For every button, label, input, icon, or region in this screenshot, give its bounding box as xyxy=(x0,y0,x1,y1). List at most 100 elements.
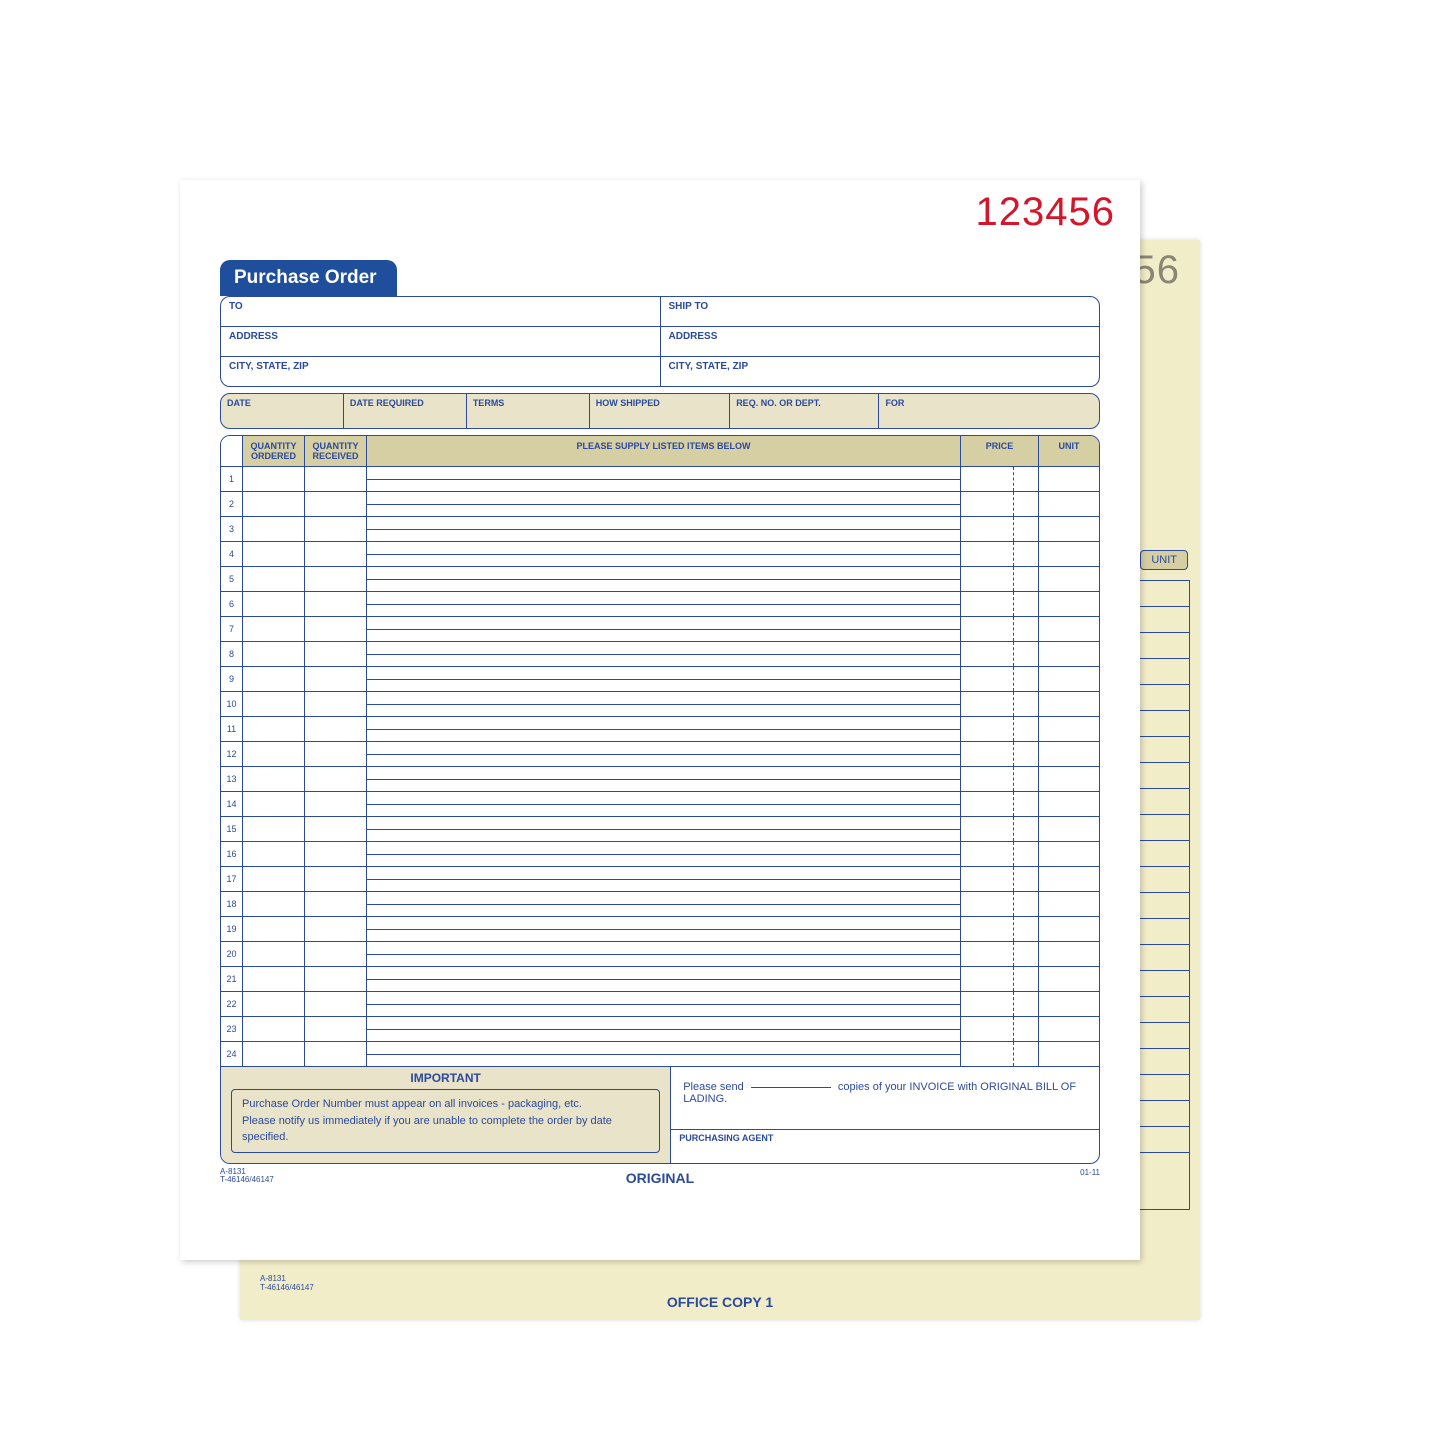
qty-ordered-cell[interactable] xyxy=(243,792,305,816)
price-cell[interactable] xyxy=(961,842,1039,866)
line-item-row[interactable]: 15 xyxy=(221,816,1099,841)
unit-cell[interactable] xyxy=(1039,542,1099,566)
qty-ordered-cell[interactable] xyxy=(243,1042,305,1066)
qty-ordered-cell[interactable] xyxy=(243,767,305,791)
unit-cell[interactable] xyxy=(1039,1017,1099,1041)
qty-received-cell[interactable] xyxy=(305,617,367,641)
line-item-row[interactable]: 19 xyxy=(221,916,1099,941)
line-item-row[interactable]: 18 xyxy=(221,891,1099,916)
qty-ordered-cell[interactable] xyxy=(243,592,305,616)
qty-received-cell[interactable] xyxy=(305,792,367,816)
unit-cell[interactable] xyxy=(1039,967,1099,991)
unit-cell[interactable] xyxy=(1039,667,1099,691)
unit-cell[interactable] xyxy=(1039,942,1099,966)
qty-ordered-cell[interactable] xyxy=(243,867,305,891)
description-cell[interactable] xyxy=(367,592,961,616)
unit-cell[interactable] xyxy=(1039,817,1099,841)
description-cell[interactable] xyxy=(367,492,961,516)
qty-received-cell[interactable] xyxy=(305,742,367,766)
price-cell[interactable] xyxy=(961,567,1039,591)
qty-received-cell[interactable] xyxy=(305,1017,367,1041)
price-cell[interactable] xyxy=(961,792,1039,816)
line-item-row[interactable]: 23 xyxy=(221,1016,1099,1041)
description-cell[interactable] xyxy=(367,992,961,1016)
line-item-row[interactable]: 13 xyxy=(221,766,1099,791)
line-item-row[interactable]: 1 xyxy=(221,466,1099,491)
qty-ordered-cell[interactable] xyxy=(243,917,305,941)
line-item-row[interactable]: 14 xyxy=(221,791,1099,816)
description-cell[interactable] xyxy=(367,892,961,916)
description-cell[interactable] xyxy=(367,792,961,816)
line-item-row[interactable]: 4 xyxy=(221,541,1099,566)
qty-received-cell[interactable] xyxy=(305,592,367,616)
line-item-row[interactable]: 16 xyxy=(221,841,1099,866)
unit-cell[interactable] xyxy=(1039,792,1099,816)
price-cell[interactable] xyxy=(961,967,1039,991)
line-item-row[interactable]: 22 xyxy=(221,991,1099,1016)
line-item-row[interactable]: 7 xyxy=(221,616,1099,641)
qty-ordered-cell[interactable] xyxy=(243,817,305,841)
line-item-row[interactable]: 20 xyxy=(221,941,1099,966)
qty-received-cell[interactable] xyxy=(305,667,367,691)
qty-received-cell[interactable] xyxy=(305,717,367,741)
qty-ordered-cell[interactable] xyxy=(243,667,305,691)
qty-ordered-cell[interactable] xyxy=(243,467,305,491)
description-cell[interactable] xyxy=(367,542,961,566)
qty-received-cell[interactable] xyxy=(305,842,367,866)
qty-ordered-cell[interactable] xyxy=(243,642,305,666)
qty-ordered-cell[interactable] xyxy=(243,742,305,766)
line-item-row[interactable]: 10 xyxy=(221,691,1099,716)
unit-cell[interactable] xyxy=(1039,767,1099,791)
line-item-row[interactable]: 8 xyxy=(221,641,1099,666)
line-item-row[interactable]: 24 xyxy=(221,1041,1099,1066)
qty-received-cell[interactable] xyxy=(305,767,367,791)
qty-received-cell[interactable] xyxy=(305,967,367,991)
description-cell[interactable] xyxy=(367,692,961,716)
line-item-row[interactable]: 17 xyxy=(221,866,1099,891)
unit-cell[interactable] xyxy=(1039,842,1099,866)
price-cell[interactable] xyxy=(961,667,1039,691)
price-cell[interactable] xyxy=(961,1042,1039,1066)
qty-received-cell[interactable] xyxy=(305,517,367,541)
description-cell[interactable] xyxy=(367,942,961,966)
unit-cell[interactable] xyxy=(1039,517,1099,541)
price-cell[interactable] xyxy=(961,692,1039,716)
qty-ordered-cell[interactable] xyxy=(243,692,305,716)
price-cell[interactable] xyxy=(961,617,1039,641)
price-cell[interactable] xyxy=(961,592,1039,616)
description-cell[interactable] xyxy=(367,767,961,791)
price-cell[interactable] xyxy=(961,867,1039,891)
qty-received-cell[interactable] xyxy=(305,892,367,916)
qty-ordered-cell[interactable] xyxy=(243,1017,305,1041)
qty-ordered-cell[interactable] xyxy=(243,842,305,866)
unit-cell[interactable] xyxy=(1039,617,1099,641)
unit-cell[interactable] xyxy=(1039,717,1099,741)
price-cell[interactable] xyxy=(961,517,1039,541)
description-cell[interactable] xyxy=(367,1042,961,1066)
copies-blank[interactable] xyxy=(751,1087,831,1088)
qty-received-cell[interactable] xyxy=(305,492,367,516)
qty-received-cell[interactable] xyxy=(305,542,367,566)
qty-received-cell[interactable] xyxy=(305,1042,367,1066)
price-cell[interactable] xyxy=(961,1017,1039,1041)
price-cell[interactable] xyxy=(961,767,1039,791)
qty-received-cell[interactable] xyxy=(305,567,367,591)
qty-received-cell[interactable] xyxy=(305,817,367,841)
price-cell[interactable] xyxy=(961,817,1039,841)
description-cell[interactable] xyxy=(367,1017,961,1041)
qty-ordered-cell[interactable] xyxy=(243,492,305,516)
qty-ordered-cell[interactable] xyxy=(243,892,305,916)
line-item-row[interactable]: 11 xyxy=(221,716,1099,741)
qty-ordered-cell[interactable] xyxy=(243,517,305,541)
line-item-row[interactable]: 12 xyxy=(221,741,1099,766)
qty-ordered-cell[interactable] xyxy=(243,567,305,591)
description-cell[interactable] xyxy=(367,617,961,641)
unit-cell[interactable] xyxy=(1039,692,1099,716)
price-cell[interactable] xyxy=(961,942,1039,966)
unit-cell[interactable] xyxy=(1039,467,1099,491)
description-cell[interactable] xyxy=(367,917,961,941)
qty-received-cell[interactable] xyxy=(305,942,367,966)
price-cell[interactable] xyxy=(961,717,1039,741)
qty-received-cell[interactable] xyxy=(305,692,367,716)
price-cell[interactable] xyxy=(961,892,1039,916)
